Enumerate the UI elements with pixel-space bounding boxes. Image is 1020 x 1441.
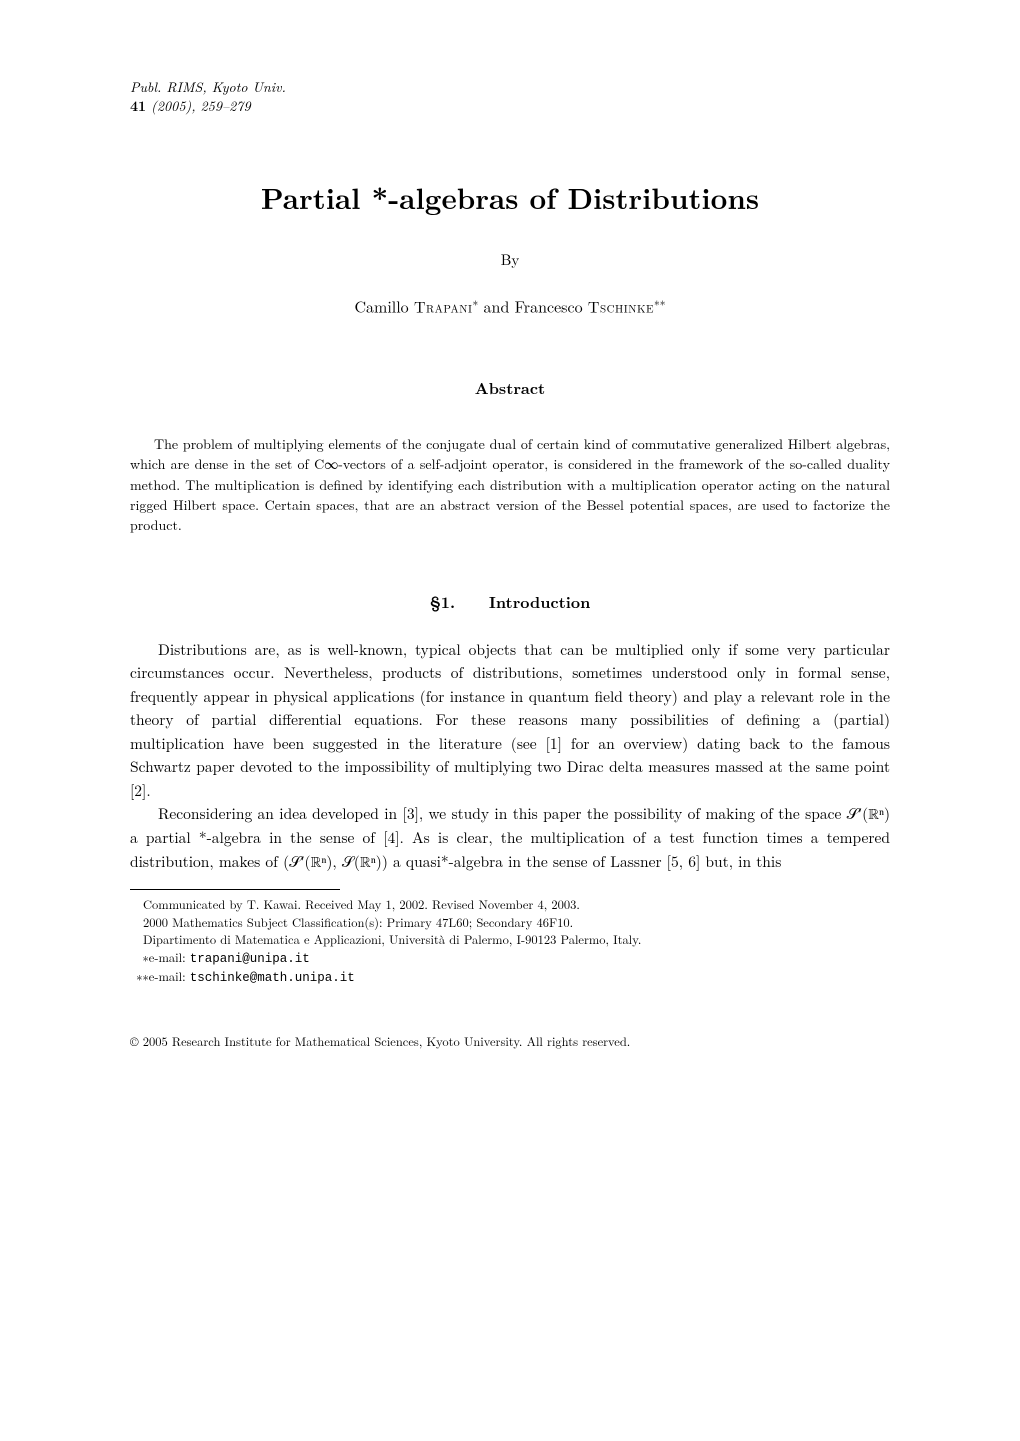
footnote-block: Communicated by T. Kawai. Received May 1… bbox=[130, 896, 890, 988]
footnote-msc: 2000 Mathematics Subject Classification(… bbox=[130, 914, 890, 932]
email1-label: ∗e-mail: bbox=[143, 948, 190, 966]
copyright-line: © 2005 Research Institute for Mathematic… bbox=[130, 1032, 890, 1051]
email2-value: tschinke@math.unipa.it bbox=[190, 971, 355, 985]
abstract-heading: Abstract bbox=[130, 376, 890, 400]
footnote-affiliation: Dipartimento di Matematica e Applicazion… bbox=[130, 931, 890, 949]
authors-line: Camillo Trapani∗ and Francesco Tschinke∗… bbox=[130, 294, 890, 318]
section-number: §1. bbox=[430, 590, 455, 613]
footnote-rule bbox=[130, 889, 340, 890]
journal-pages: 259–279 bbox=[201, 96, 251, 116]
author1-last: Trapani bbox=[414, 294, 472, 317]
email1-value: trapani@unipa.it bbox=[190, 952, 310, 966]
author1-sup: ∗ bbox=[472, 294, 478, 310]
footnote-email2: ∗∗e-mail: tschinke@math.unipa.it bbox=[130, 968, 890, 988]
section-heading: §1. Introduction bbox=[130, 590, 890, 614]
footnote-email1: ∗e-mail: trapani@unipa.it bbox=[130, 949, 890, 969]
body-para-1: Distributions are, as is well-known, typ… bbox=[130, 638, 890, 803]
by-label: By bbox=[130, 249, 890, 272]
abstract-text: The problem of multiplying elements of t… bbox=[130, 434, 890, 535]
journal-name: Publ. RIMS, Kyoto Univ. bbox=[130, 77, 286, 97]
author2-first: Francesco bbox=[515, 294, 588, 317]
author2-sup: ∗∗ bbox=[654, 294, 666, 310]
abstract-para: The problem of multiplying elements of t… bbox=[130, 434, 890, 535]
body-para-2: Reconsidering an idea developed in [3], … bbox=[130, 802, 890, 873]
journal-info: Publ. RIMS, Kyoto Univ. 41 (2005), 259–2… bbox=[130, 78, 890, 116]
section-title: Introduction bbox=[489, 590, 590, 613]
email2-label: ∗∗e-mail: bbox=[136, 967, 189, 985]
author1-first: Camillo bbox=[354, 294, 414, 317]
journal-year: (2005) bbox=[151, 96, 191, 116]
author2-last: Tschinke bbox=[588, 294, 654, 317]
footnote-communicated: Communicated by T. Kawai. Received May 1… bbox=[130, 896, 890, 914]
journal-volume: 41 bbox=[130, 96, 146, 116]
authors-and: and bbox=[484, 294, 515, 317]
paper-title: Partial *-algebras of Distributions bbox=[130, 176, 890, 220]
